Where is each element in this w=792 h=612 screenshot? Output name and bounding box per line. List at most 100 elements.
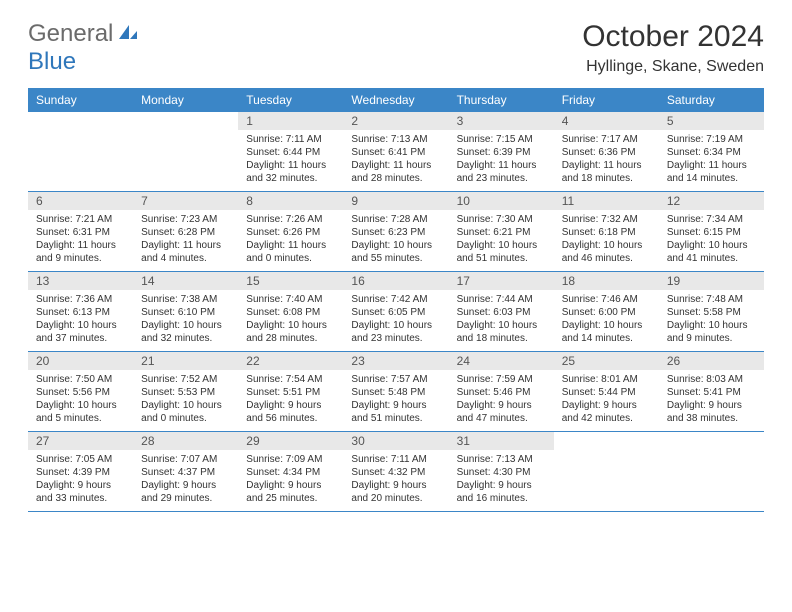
location: Hyllinge, Skane, Sweden	[582, 58, 764, 76]
day-number: 29	[238, 432, 343, 450]
logo-text-gray: General	[28, 20, 113, 48]
week-row: 13Sunrise: 7:36 AMSunset: 6:13 PMDayligh…	[28, 272, 764, 352]
sunset-text: Sunset: 4:32 PM	[351, 466, 440, 479]
sunset-text: Sunset: 5:58 PM	[667, 306, 756, 319]
calendar-cell: 28Sunrise: 7:07 AMSunset: 4:37 PMDayligh…	[133, 432, 238, 512]
calendar-cell: 17Sunrise: 7:44 AMSunset: 6:03 PMDayligh…	[449, 272, 554, 352]
daylight-text-2: and 56 minutes.	[246, 412, 335, 425]
sunrise-text: Sunrise: 7:28 AM	[351, 213, 440, 226]
sunset-text: Sunset: 6:41 PM	[351, 146, 440, 159]
daylight-text-1: Daylight: 10 hours	[351, 239, 440, 252]
day-number: 19	[659, 272, 764, 290]
sunset-text: Sunset: 6:18 PM	[562, 226, 651, 239]
daylight-text-2: and 51 minutes.	[351, 412, 440, 425]
day-details: Sunrise: 7:19 AMSunset: 6:34 PMDaylight:…	[659, 130, 764, 191]
daylight-text-2: and 55 minutes.	[351, 252, 440, 265]
sunrise-text: Sunrise: 7:57 AM	[351, 373, 440, 386]
calendar-cell: 21Sunrise: 7:52 AMSunset: 5:53 PMDayligh…	[133, 352, 238, 432]
daylight-text-1: Daylight: 9 hours	[246, 399, 335, 412]
daylight-text-2: and 0 minutes.	[246, 252, 335, 265]
day-details: Sunrise: 7:40 AMSunset: 6:08 PMDaylight:…	[238, 290, 343, 351]
sunrise-text: Sunrise: 8:01 AM	[562, 373, 651, 386]
daylight-text-2: and 14 minutes.	[562, 332, 651, 345]
sunrise-text: Sunrise: 7:05 AM	[36, 453, 125, 466]
day-header: Monday	[133, 88, 238, 112]
day-details: Sunrise: 7:11 AMSunset: 6:44 PMDaylight:…	[238, 130, 343, 191]
daylight-text-2: and 47 minutes.	[457, 412, 546, 425]
sunset-text: Sunset: 5:53 PM	[141, 386, 230, 399]
daylight-text-1: Daylight: 9 hours	[351, 479, 440, 492]
day-details: Sunrise: 7:17 AMSunset: 6:36 PMDaylight:…	[554, 130, 659, 191]
day-number: 14	[133, 272, 238, 290]
sunset-text: Sunset: 5:41 PM	[667, 386, 756, 399]
day-details: Sunrise: 7:38 AMSunset: 6:10 PMDaylight:…	[133, 290, 238, 351]
daylight-text-2: and 0 minutes.	[141, 412, 230, 425]
day-number: 5	[659, 112, 764, 130]
daylight-text-1: Daylight: 10 hours	[667, 239, 756, 252]
daylight-text-2: and 28 minutes.	[246, 332, 335, 345]
daylight-text-1: Daylight: 10 hours	[457, 239, 546, 252]
sunrise-text: Sunrise: 8:03 AM	[667, 373, 756, 386]
sunrise-text: Sunrise: 7:13 AM	[457, 453, 546, 466]
calendar-cell: 25Sunrise: 8:01 AMSunset: 5:44 PMDayligh…	[554, 352, 659, 432]
day-details: Sunrise: 7:09 AMSunset: 4:34 PMDaylight:…	[238, 450, 343, 511]
sunrise-text: Sunrise: 7:32 AM	[562, 213, 651, 226]
calendar-cell: 30Sunrise: 7:11 AMSunset: 4:32 PMDayligh…	[343, 432, 448, 512]
week-row: 20Sunrise: 7:50 AMSunset: 5:56 PMDayligh…	[28, 352, 764, 432]
day-number: 10	[449, 192, 554, 210]
day-details: Sunrise: 7:44 AMSunset: 6:03 PMDaylight:…	[449, 290, 554, 351]
daylight-text-1: Daylight: 10 hours	[246, 319, 335, 332]
day-number: 7	[133, 192, 238, 210]
sunrise-text: Sunrise: 7:13 AM	[351, 133, 440, 146]
day-number: 1	[238, 112, 343, 130]
day-details: Sunrise: 7:42 AMSunset: 6:05 PMDaylight:…	[343, 290, 448, 351]
calendar-cell: 24Sunrise: 7:59 AMSunset: 5:46 PMDayligh…	[449, 352, 554, 432]
daylight-text-2: and 28 minutes.	[351, 172, 440, 185]
sunrise-text: Sunrise: 7:59 AM	[457, 373, 546, 386]
sunset-text: Sunset: 4:30 PM	[457, 466, 546, 479]
daylight-text-1: Daylight: 11 hours	[351, 159, 440, 172]
week-row: 1Sunrise: 7:11 AMSunset: 6:44 PMDaylight…	[28, 112, 764, 192]
day-number: 4	[554, 112, 659, 130]
calendar-cell: 12Sunrise: 7:34 AMSunset: 6:15 PMDayligh…	[659, 192, 764, 272]
daylight-text-1: Daylight: 10 hours	[562, 239, 651, 252]
day-number: 9	[343, 192, 448, 210]
calendar-cell: 15Sunrise: 7:40 AMSunset: 6:08 PMDayligh…	[238, 272, 343, 352]
day-number: 6	[28, 192, 133, 210]
calendar-cell: 29Sunrise: 7:09 AMSunset: 4:34 PMDayligh…	[238, 432, 343, 512]
month-title: October 2024	[582, 20, 764, 54]
day-number: 3	[449, 112, 554, 130]
calendar-cell: 31Sunrise: 7:13 AMSunset: 4:30 PMDayligh…	[449, 432, 554, 512]
sunset-text: Sunset: 6:28 PM	[141, 226, 230, 239]
day-number: 20	[28, 352, 133, 370]
daylight-text-1: Daylight: 10 hours	[562, 319, 651, 332]
sunrise-text: Sunrise: 7:42 AM	[351, 293, 440, 306]
day-number: 22	[238, 352, 343, 370]
calendar-cell: 8Sunrise: 7:26 AMSunset: 6:26 PMDaylight…	[238, 192, 343, 272]
day-details: Sunrise: 7:23 AMSunset: 6:28 PMDaylight:…	[133, 210, 238, 271]
daylight-text-2: and 23 minutes.	[351, 332, 440, 345]
sunset-text: Sunset: 5:46 PM	[457, 386, 546, 399]
day-details: Sunrise: 7:30 AMSunset: 6:21 PMDaylight:…	[449, 210, 554, 271]
daylight-text-2: and 33 minutes.	[36, 492, 125, 505]
sunset-text: Sunset: 5:44 PM	[562, 386, 651, 399]
daylight-text-1: Daylight: 9 hours	[562, 399, 651, 412]
day-details: Sunrise: 7:32 AMSunset: 6:18 PMDaylight:…	[554, 210, 659, 271]
daylight-text-2: and 4 minutes.	[141, 252, 230, 265]
daylight-text-1: Daylight: 10 hours	[667, 319, 756, 332]
daylight-text-1: Daylight: 9 hours	[246, 479, 335, 492]
sunrise-text: Sunrise: 7:40 AM	[246, 293, 335, 306]
daylight-text-2: and 18 minutes.	[562, 172, 651, 185]
daylight-text-1: Daylight: 11 hours	[141, 239, 230, 252]
daylight-text-2: and 38 minutes.	[667, 412, 756, 425]
sunset-text: Sunset: 4:34 PM	[246, 466, 335, 479]
sunrise-text: Sunrise: 7:11 AM	[246, 133, 335, 146]
day-details: Sunrise: 7:21 AMSunset: 6:31 PMDaylight:…	[28, 210, 133, 271]
day-header: Wednesday	[343, 88, 448, 112]
calendar-cell: 23Sunrise: 7:57 AMSunset: 5:48 PMDayligh…	[343, 352, 448, 432]
calendar-cell: 19Sunrise: 7:48 AMSunset: 5:58 PMDayligh…	[659, 272, 764, 352]
calendar-cell: 16Sunrise: 7:42 AMSunset: 6:05 PMDayligh…	[343, 272, 448, 352]
sunset-text: Sunset: 5:56 PM	[36, 386, 125, 399]
sunset-text: Sunset: 4:37 PM	[141, 466, 230, 479]
day-details: Sunrise: 7:15 AMSunset: 6:39 PMDaylight:…	[449, 130, 554, 191]
